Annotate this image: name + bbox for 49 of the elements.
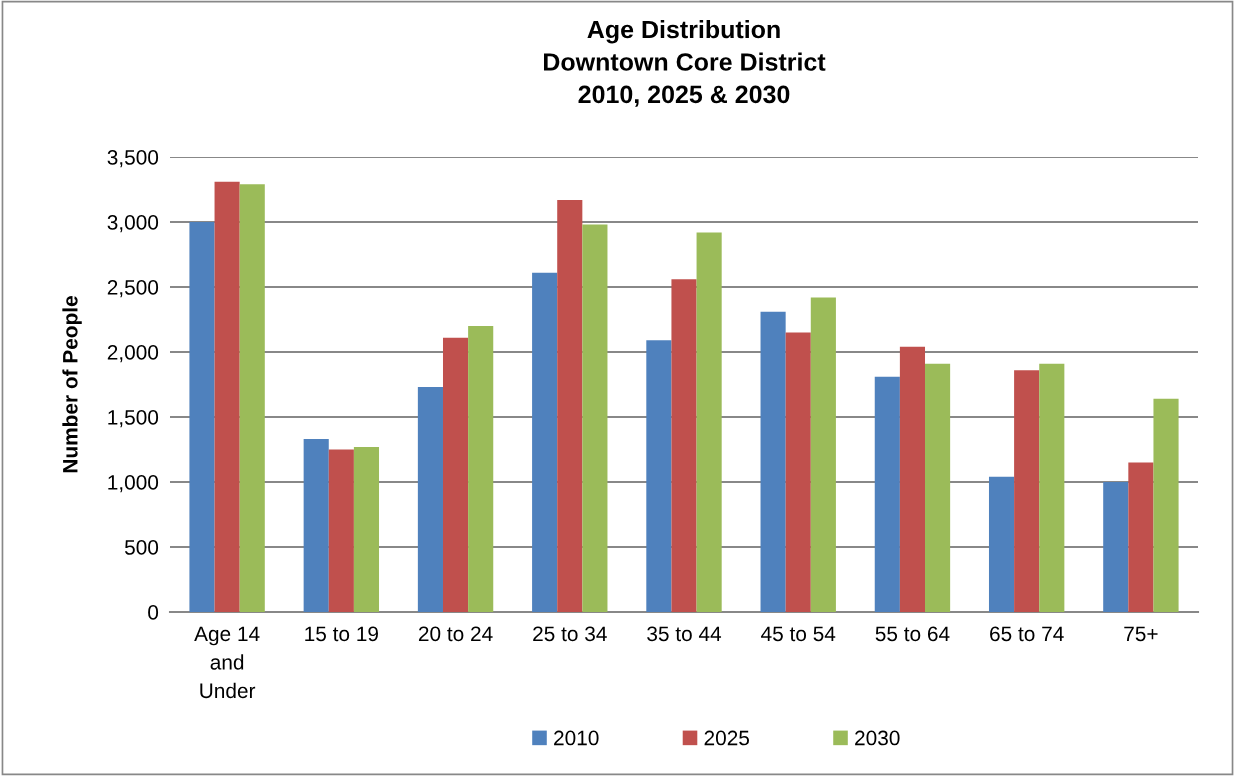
- x-tick-label: 35 to 44: [647, 626, 722, 642]
- bar: [189, 222, 215, 612]
- y-tick-label: 500: [124, 540, 159, 555]
- bar: [988, 476, 1015, 612]
- bar: [1153, 398, 1179, 612]
- bar: [696, 232, 722, 612]
- y-tick-label: 1,500: [108, 410, 159, 428]
- bar: [899, 346, 926, 612]
- x-tick-label: 65 to 74: [990, 626, 1064, 642]
- y-tick-label: 2,500: [107, 280, 159, 298]
- legend-label: 2030: [855, 730, 900, 746]
- bar: [1014, 370, 1040, 612]
- bar: [328, 449, 354, 612]
- bar: [760, 311, 786, 612]
- bar: [214, 181, 240, 612]
- bar: [1103, 482, 1129, 612]
- bar: [303, 439, 329, 612]
- bar: [532, 272, 558, 612]
- x-tick-label: 25 to 34: [533, 626, 607, 642]
- bar: [468, 326, 494, 612]
- bar: [239, 184, 265, 612]
- bar: [582, 224, 608, 612]
- bar: [874, 376, 900, 612]
- legend-label: 2010: [554, 730, 599, 746]
- legend-label: 2025: [704, 730, 750, 746]
- bar: [1128, 462, 1154, 612]
- y-tick-label: 1,000: [108, 475, 159, 493]
- x-tick-label: 15 to 19: [305, 626, 378, 642]
- bar: [671, 279, 697, 612]
- x-tick-label: Age 14 and Under: [194, 626, 260, 699]
- bar: [925, 363, 951, 612]
- bar: [785, 332, 811, 612]
- y-tick-label: 2,000: [107, 345, 159, 363]
- x-tick-label: 55 to 64: [875, 626, 950, 642]
- y-tick-label: 3,000: [107, 215, 159, 233]
- x-tick-label: 75+: [1124, 626, 1158, 642]
- bar: [353, 446, 380, 612]
- bar: [417, 387, 443, 612]
- bar: [810, 297, 836, 612]
- bar: [1039, 363, 1065, 612]
- chart-title: Age Distribution Downtown Core District 2010, 2025 & 2030: [544, 20, 826, 107]
- bar: [557, 199, 583, 612]
- x-tick-label: 20 to 24: [418, 626, 493, 642]
- y-tick-label: 0: [148, 605, 159, 620]
- y-axis-title: Number of People: [62, 296, 82, 473]
- bar: [646, 340, 672, 612]
- bar: [442, 337, 469, 612]
- y-tick-label: 3,500: [107, 150, 159, 168]
- x-tick-label: 45 to 54: [761, 626, 836, 642]
